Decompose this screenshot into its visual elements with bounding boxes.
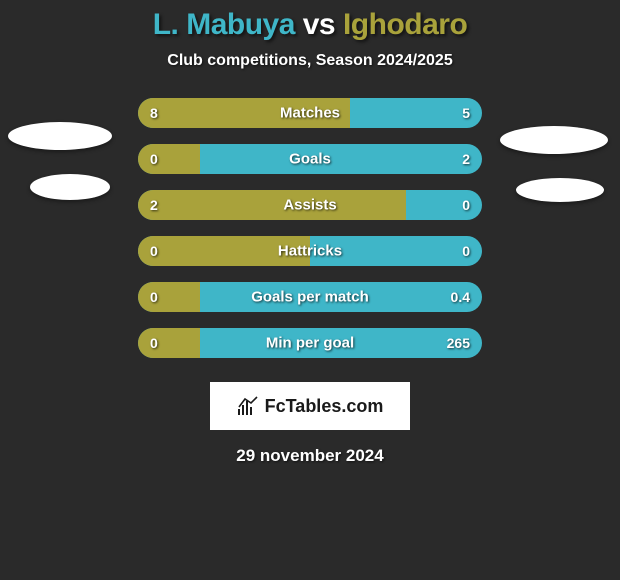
page-title: L. Mabuya vs Ighodaro bbox=[153, 8, 468, 42]
decoration-ellipse bbox=[30, 174, 110, 200]
stat-bar: 00Hattricks bbox=[138, 236, 482, 266]
decoration-ellipse bbox=[516, 178, 604, 202]
stat-bar: 20Assists bbox=[138, 190, 482, 220]
bar-left-fill bbox=[138, 190, 406, 220]
bar-left-fill bbox=[138, 98, 350, 128]
stat-bar: 02Goals bbox=[138, 144, 482, 174]
subtitle: Club competitions, Season 2024/2025 bbox=[167, 52, 452, 70]
brand-badge[interactable]: FcTables.com bbox=[210, 382, 410, 430]
vs-text: vs bbox=[303, 8, 335, 41]
bar-right-value: 0 bbox=[462, 243, 470, 259]
player1-name: L. Mabuya bbox=[153, 8, 295, 41]
chart-icon bbox=[237, 395, 259, 417]
stat-bar: 0265Min per goal bbox=[138, 328, 482, 358]
decoration-ellipse bbox=[8, 122, 112, 150]
bar-left-fill bbox=[138, 144, 200, 174]
player2-name: Ighodaro bbox=[343, 8, 467, 41]
stat-bars: 85Matches02Goals20Assists00Hattricks00.4… bbox=[138, 98, 482, 358]
bar-right-value: 2 bbox=[462, 151, 470, 167]
comparison-widget: L. Mabuya vs Ighodaro Club competitions,… bbox=[0, 0, 620, 580]
stat-bar: 00.4Goals per match bbox=[138, 282, 482, 312]
bar-right-value: 265 bbox=[447, 335, 470, 351]
bar-left-fill bbox=[138, 236, 310, 266]
bar-right-value: 0.4 bbox=[451, 289, 470, 305]
brand-text: FcTables.com bbox=[265, 396, 384, 417]
bar-left-fill bbox=[138, 328, 200, 358]
footer-date: 29 november 2024 bbox=[236, 446, 383, 466]
stat-bar: 85Matches bbox=[138, 98, 482, 128]
bar-left-fill bbox=[138, 282, 200, 312]
bar-right-value: 0 bbox=[462, 197, 470, 213]
decoration-ellipse bbox=[500, 126, 608, 154]
bar-right-value: 5 bbox=[462, 105, 470, 121]
